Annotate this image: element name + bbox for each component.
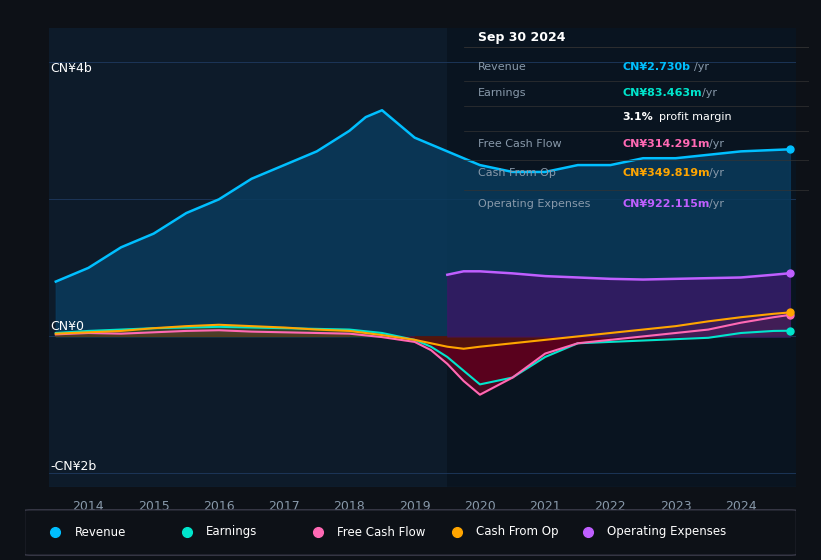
Text: 2022: 2022 <box>594 500 626 512</box>
FancyBboxPatch shape <box>25 510 796 555</box>
Text: Cash From Op: Cash From Op <box>478 168 556 178</box>
Text: /yr: /yr <box>702 88 717 99</box>
Text: CN¥349.819m: CN¥349.819m <box>622 168 710 178</box>
Text: /yr: /yr <box>695 62 709 72</box>
Text: /yr: /yr <box>709 168 724 178</box>
Text: 2021: 2021 <box>530 500 561 512</box>
Text: CN¥0: CN¥0 <box>51 320 85 333</box>
Text: 2024: 2024 <box>725 500 757 512</box>
Text: Sep 30 2024: Sep 30 2024 <box>478 31 565 44</box>
Text: Earnings: Earnings <box>478 88 526 99</box>
Text: Revenue: Revenue <box>478 62 526 72</box>
Text: 2016: 2016 <box>203 500 235 512</box>
Text: CN¥2.730b: CN¥2.730b <box>622 62 690 72</box>
Text: profit margin: profit margin <box>658 111 732 122</box>
Text: 3.1%: 3.1% <box>622 111 654 122</box>
Text: Earnings: Earnings <box>206 525 257 539</box>
Text: Free Cash Flow: Free Cash Flow <box>478 139 562 149</box>
Text: CN¥314.291m: CN¥314.291m <box>622 139 710 149</box>
Text: CN¥922.115m: CN¥922.115m <box>622 199 710 209</box>
Text: Cash From Op: Cash From Op <box>476 525 558 539</box>
Text: 2019: 2019 <box>399 500 430 512</box>
Text: -CN¥2b: -CN¥2b <box>51 460 97 474</box>
Text: 2014: 2014 <box>72 500 104 512</box>
Text: 2015: 2015 <box>138 500 169 512</box>
Text: /yr: /yr <box>709 139 724 149</box>
Text: 2020: 2020 <box>464 500 496 512</box>
Text: Revenue: Revenue <box>75 525 126 539</box>
Text: Operating Expenses: Operating Expenses <box>478 199 590 209</box>
Text: Operating Expenses: Operating Expenses <box>608 525 727 539</box>
Bar <box>447 28 796 487</box>
Text: CN¥83.463m: CN¥83.463m <box>622 88 702 99</box>
Text: /yr: /yr <box>709 199 724 209</box>
Text: 2018: 2018 <box>333 500 365 512</box>
Text: 2023: 2023 <box>660 500 691 512</box>
Text: 2017: 2017 <box>268 500 300 512</box>
Text: Free Cash Flow: Free Cash Flow <box>337 525 425 539</box>
Text: CN¥4b: CN¥4b <box>51 62 92 75</box>
